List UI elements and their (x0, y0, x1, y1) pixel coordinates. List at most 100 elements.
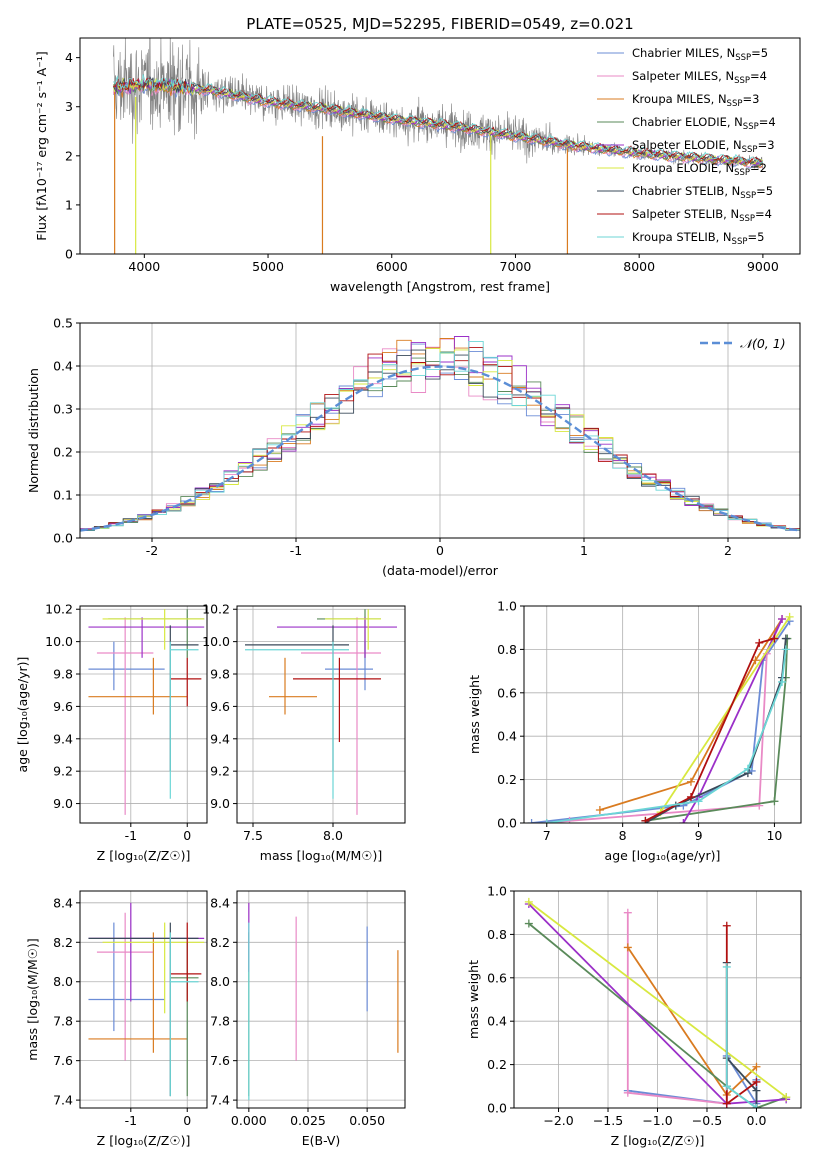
weight-marker (722, 962, 731, 971)
legend-entry: Kroupa MILES, NSSP=3 (632, 92, 759, 109)
y-tick-label: 1 (65, 197, 73, 212)
residual-histogram-step (80, 340, 800, 538)
weight-line (725, 925, 758, 1106)
x-tick-label: 0 (183, 1113, 191, 1128)
y-tick-label: 2 (65, 148, 73, 163)
x-axis-label: Z [log₁₀(Z/Z☉)] (97, 848, 191, 863)
data-point (88, 922, 165, 1032)
legend-sub: SSP (732, 237, 748, 247)
legend-name: Salpeter MILES, N (632, 69, 734, 83)
weight-marker (623, 1088, 632, 1097)
weight-marker (785, 612, 794, 621)
y-tick-label: 10.2 (202, 602, 230, 617)
x-tick-label: 0.0 (747, 1113, 767, 1128)
y-tick-label: 7.6 (210, 1053, 230, 1068)
weight-series (722, 958, 761, 1108)
data-point (325, 609, 381, 650)
x-axis-label: Z [log₁₀(Z/Z☉)] (611, 1133, 705, 1148)
data-point (108, 609, 205, 658)
plot-area (113, 38, 764, 254)
massweight-vs-age-panel: 7 8 9 10 0.0 0.2 0.4 0.6 0.8 1.0 age [log₁₀(age/yr… (467, 599, 802, 863)
y-tick-label: 8.4 (53, 895, 73, 910)
weight-marker (623, 943, 632, 952)
legend-entry: 𝒩(0, 1) (740, 336, 786, 351)
legend-sub: SSP (727, 99, 743, 109)
legend-sub: SSP (735, 53, 751, 63)
y-tick-label: 7.4 (210, 1093, 230, 1108)
figure-title: PLATE=0525, MJD=52295, FIBERID=0549, z=0… (246, 15, 633, 33)
axes: -2 -1 0 1 2 0.0 0.1 0.2 0.3 0.4 0.5 (data-model)/er… (26, 316, 801, 578)
y-tick-label: 9.6 (210, 699, 230, 714)
x-tick-label: 0.025 (290, 1113, 326, 1128)
model-spectrum-line (113, 81, 763, 169)
spectrum-panel: 4000 5000 6000 7000 8000 9000 0 1 2 3 4 wavelength … (34, 37, 801, 294)
weight-marker (778, 677, 787, 686)
x-axis-label: (data-model)/error (382, 563, 499, 578)
x-tick-label: 8.0 (323, 828, 343, 843)
weight-marker (641, 816, 650, 823)
data-point (102, 609, 205, 650)
y-tick-label: 9.2 (210, 764, 230, 779)
data-point (88, 932, 188, 1053)
weight-line (528, 901, 787, 1098)
weight-series (722, 962, 761, 1108)
y-tick-label: 7.4 (53, 1093, 73, 1108)
legend-count: =5 (751, 46, 768, 60)
x-tick-label: -1 (125, 828, 137, 843)
weight-marker (524, 919, 533, 928)
data-point (88, 922, 199, 1097)
plot-area (248, 902, 399, 1101)
legend-entry: Salpeter MILES, NSSP=4 (632, 69, 767, 86)
residuals-panel: -2 -1 0 1 2 0.0 0.1 0.2 0.3 0.4 0.5 (data-model)/er… (26, 316, 801, 578)
legend-sub: SSP (739, 214, 755, 224)
x-axis-label: E(B-V) (302, 1133, 341, 1148)
y-tick-label: 8.2 (210, 935, 230, 950)
weight-marker (782, 1093, 791, 1102)
data-point (169, 932, 199, 1097)
x-tick-label: 5000 (252, 259, 284, 274)
weight-marker (752, 1086, 761, 1095)
x-axis-label: mass [log₁₀(M/M☉)] (260, 848, 382, 863)
legend-name: Chabrier ELODIE, N (632, 115, 743, 129)
model-spectrum-line (113, 79, 763, 169)
legend-name: Salpeter STELIB, N (632, 207, 739, 221)
weight-marker (722, 1099, 731, 1108)
data-point (293, 657, 381, 743)
weight-marker (679, 819, 688, 823)
data-point (170, 657, 202, 707)
legend-count: =5 (756, 184, 773, 198)
weight-marker (781, 645, 790, 654)
massweight-vs-metallicity-panel: −2.0 −1.5 −1.0 −0.5 0.0 0.0 0.2 0.4 0.6 0.8 1.0 Z [… (466, 884, 802, 1148)
legend-entry: Salpeter STELIB, NSSP=4 (632, 207, 772, 224)
y-tick-label: 3 (65, 99, 73, 114)
legend-entry: Chabrier MILES, NSSP=5 (632, 46, 768, 63)
y-tick-label: 0.3 (53, 402, 73, 417)
axes: −2.0 −1.5 −1.0 −0.5 0.0 0.0 0.2 0.4 0.6 0.8 1.0 Z [… (466, 884, 802, 1148)
weight-marker (752, 1077, 761, 1086)
x-tick-label: −1.5 (593, 1113, 623, 1128)
weight-line (645, 638, 789, 822)
y-tick-label: 9.6 (53, 699, 73, 714)
y-tick-label: 9.8 (53, 667, 73, 682)
weight-series (641, 634, 779, 823)
y-tick-label: 7.6 (53, 1053, 73, 1068)
legend-sub: SSP (734, 76, 750, 86)
weight-marker (743, 764, 752, 773)
axes-frame (236, 605, 406, 824)
data-point (269, 657, 317, 715)
plot-area (524, 897, 791, 1108)
y-tick-label: 1.0 (497, 599, 517, 614)
weight-marker (781, 634, 790, 643)
y-tick-label: 0.1 (53, 488, 73, 503)
x-tick-label: 0.050 (349, 1113, 385, 1128)
x-tick-label: 10 (766, 828, 782, 843)
weight-marker (751, 656, 760, 665)
weight-marker (686, 792, 695, 801)
y-axis-label: mass weight (466, 960, 481, 1039)
weight-marker (527, 819, 536, 823)
weight-marker (770, 634, 779, 643)
x-tick-label: -2 (146, 543, 158, 558)
axes: 7 8 9 10 0.0 0.2 0.4 0.6 0.8 1.0 age [log₁₀(age/yr… (467, 599, 802, 863)
